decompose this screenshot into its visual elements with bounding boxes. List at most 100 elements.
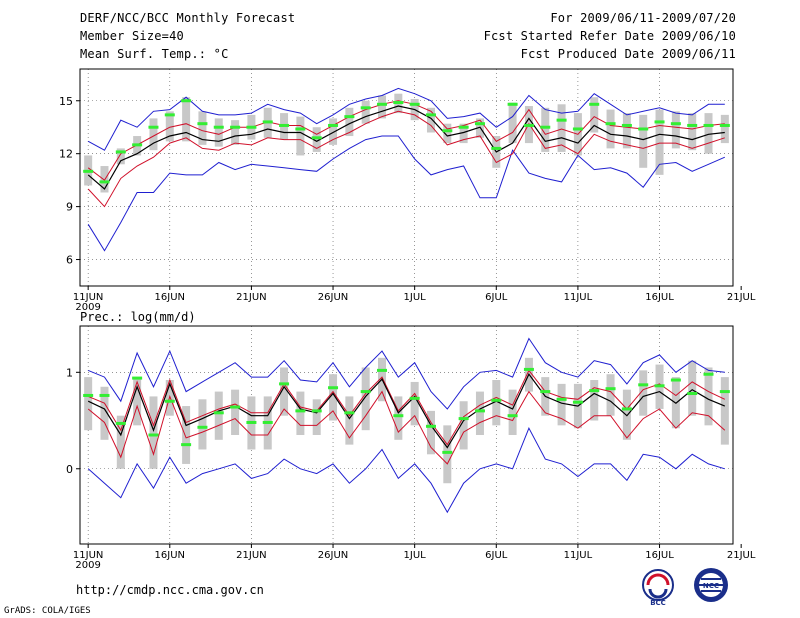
temperature-median-mark [279, 123, 290, 127]
precipitation-median-mark [540, 390, 551, 394]
temperature-member-box [622, 113, 631, 149]
precipitation-median-mark [132, 376, 143, 380]
member-size: Member Size=40 [80, 29, 184, 43]
temperature-median-mark [670, 122, 681, 126]
precipitation-median-mark [491, 398, 502, 402]
precipitation-xtick-label: 11JUN [73, 550, 103, 561]
forecast-period: For 2009/06/11-2009/07/20 [550, 11, 736, 25]
temperature-member-box [443, 123, 452, 144]
temperature-median-mark [523, 123, 534, 127]
temperature-median-mark [638, 127, 649, 131]
temperature-member-box [459, 123, 468, 144]
precipitation-xtick-label: 21JUL [727, 550, 756, 561]
temperature-member-box [165, 111, 174, 142]
temperature-median-mark [589, 102, 600, 106]
temperature-member-box [704, 113, 713, 154]
temperature-max-line [87, 87, 725, 151]
temperature-median-mark [328, 123, 339, 127]
precip-title: Prec.: log(mm/d) [80, 310, 196, 324]
precipitation-member-box [622, 389, 631, 440]
temperature-member-box [606, 109, 615, 149]
precipitation-median-mark [246, 420, 257, 424]
temperature-xtick-label: 26JUN [318, 292, 348, 303]
precipitation-member-box [394, 396, 403, 440]
temperature-median-mark [164, 113, 175, 117]
temperature-median-mark [507, 102, 518, 106]
temperature-member-box [378, 95, 387, 119]
temperature-lower-line [87, 110, 725, 208]
precipitation-median-mark [99, 393, 110, 397]
precipitation-xtick-label: 16JUN [155, 550, 185, 561]
precipitation-median-mark [377, 368, 388, 372]
precipitation-lower-line [87, 390, 726, 465]
temperature-ytick-label: 12 [59, 148, 73, 161]
precipitation-median-mark [572, 400, 583, 404]
precipitation-median-mark [311, 409, 322, 413]
bcc-logo: BCC [642, 569, 674, 607]
precipitation-median-mark [230, 405, 241, 409]
precipitation-median-mark [393, 414, 404, 418]
temperature-median-mark [262, 120, 273, 124]
temperature-median-mark [491, 146, 502, 150]
temperature-median-mark [197, 122, 208, 126]
temperature-median-mark [605, 122, 616, 126]
temperature-min-line [87, 135, 725, 252]
precipitation-member-box [557, 383, 566, 426]
precipitation-xtick-label: 26JUN [318, 550, 348, 561]
precipitation-median-mark [556, 397, 567, 401]
precipitation-mean-line [87, 373, 726, 449]
precipitation-member-box [720, 377, 729, 445]
precipitation-median-mark [213, 411, 224, 415]
precipitation-max-line [88, 337, 725, 410]
temperature-xtick-label: 6JUL [485, 292, 508, 303]
precipitation-median-mark [425, 424, 436, 428]
temperature-median-mark [230, 125, 241, 129]
bcc-logo-text: BCC [650, 599, 666, 607]
precipitation-member-box [329, 374, 338, 421]
precipitation-member-box [345, 396, 354, 445]
precipitation-member-box [280, 367, 289, 416]
temperature-median-mark [654, 120, 665, 124]
precipitation-median-mark [148, 433, 159, 437]
precipitation-median-mark [719, 390, 730, 394]
precipitation-median-mark [458, 417, 469, 421]
precipitation-xtick-label: 1JUL [404, 550, 427, 561]
precipitation-median-mark [638, 383, 649, 387]
precipitation-member-box [508, 389, 517, 435]
temperature-member-box [214, 118, 223, 147]
temperature-median-mark [83, 169, 94, 173]
grads-credit: GrADS: COLA/IGES [4, 606, 91, 616]
temperature-xtick-label: 16JUL [645, 292, 674, 303]
temperature-member-box [720, 114, 729, 144]
precipitation-member-box [639, 370, 648, 416]
precipitation-median-mark [344, 411, 355, 415]
temperature-member-box [231, 120, 240, 145]
precipitation-median-mark [164, 399, 175, 403]
precipitation-xtick-label: 21JUN [236, 550, 266, 561]
temperature-xtick-label: 11JUL [564, 292, 593, 303]
precipitation-median-mark [181, 443, 192, 447]
temperature-member-box [639, 114, 648, 168]
temperature-median-mark [360, 106, 371, 110]
produced-date: Fcst Produced Date 2009/06/11 [520, 47, 736, 61]
precipitation-median-mark [295, 409, 306, 413]
precipitation-member-box [426, 410, 435, 455]
temperature-frame [79, 68, 734, 287]
temperature-member-box [182, 97, 191, 142]
precipitation-median-mark [83, 393, 94, 397]
temperature-ytick-label: 9 [66, 201, 73, 214]
precipitation-ytick-label: 1 [66, 366, 73, 379]
precipitation-median-mark [687, 392, 698, 396]
precipitation-member-box [492, 380, 501, 426]
start-date: Fcst Started Refer Date 2009/06/10 [483, 29, 736, 43]
temperature-median-mark [295, 127, 306, 131]
precipitation-median-mark [605, 387, 616, 391]
temperature-member-box [590, 97, 599, 133]
precipitation-member-box [410, 381, 419, 426]
variable-label: Mean Surf. Temp.: °C [80, 47, 229, 61]
precipitation-median-mark [523, 367, 534, 371]
precipitation-xtick-label: 11JUL [564, 550, 593, 561]
ncc-logo-text: NCC [703, 582, 719, 590]
source-url[interactable]: http://cmdp.ncc.cma.gov.cn [76, 583, 264, 597]
